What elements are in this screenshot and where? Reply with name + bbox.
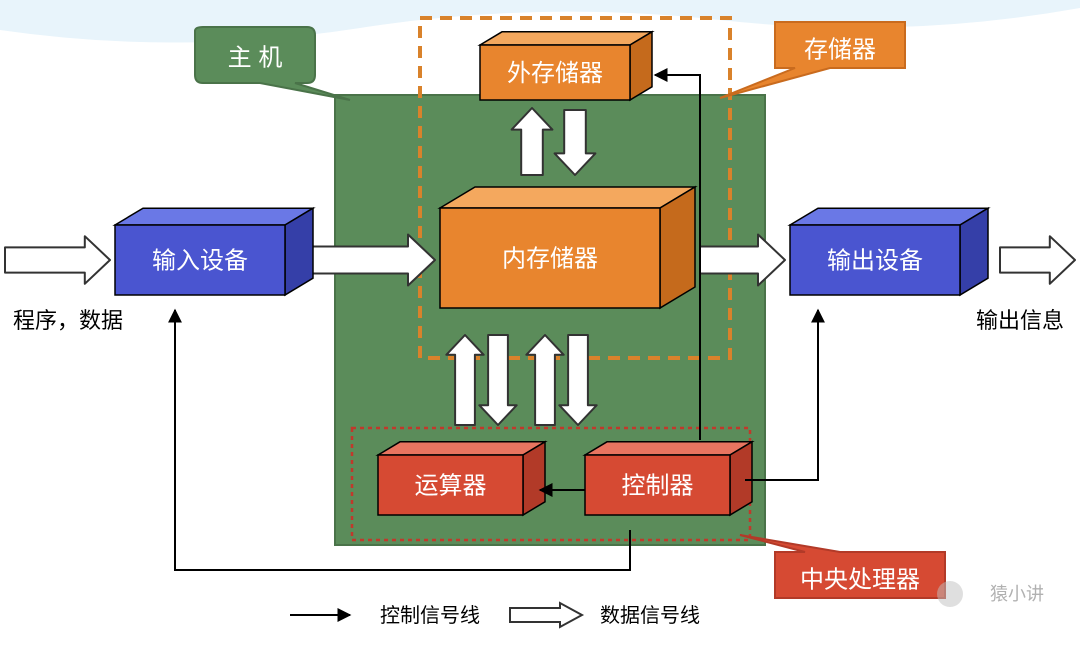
data-arrow <box>5 236 110 284</box>
label-program-data: 程序，数据 <box>13 308 123 333</box>
storage-callout-label: 存储器 <box>804 36 876 63</box>
node-internal-memory: 内存储器 <box>440 187 695 308</box>
node-internal-memory-label: 内存储器 <box>502 245 598 272</box>
node-controller-label: 控制器 <box>622 472 694 499</box>
node-input-device: 输入设备 <box>115 208 313 295</box>
node-external-memory: 外存储器 <box>480 32 652 100</box>
node-alu-label: 运算器 <box>415 472 487 499</box>
label-output-info: 输出信息 <box>976 308 1064 333</box>
host-callout-label: 主 机 <box>228 44 283 71</box>
node-external-memory-label: 外存储器 <box>507 60 603 87</box>
node-output-device: 输出设备 <box>790 208 988 295</box>
legend-control: 控制信号线 <box>380 604 480 627</box>
legend-data: 数据信号线 <box>600 604 700 627</box>
watermark: 猿小讲 <box>990 584 1044 604</box>
data-arrow <box>1000 236 1075 284</box>
node-input-device-label: 输入设备 <box>152 247 248 274</box>
node-output-device-label: 输出设备 <box>827 247 923 274</box>
cpu-callout-label: 中央处理器 <box>800 566 920 593</box>
node-alu: 运算器 <box>378 442 545 515</box>
node-controller: 控制器 <box>585 442 752 515</box>
